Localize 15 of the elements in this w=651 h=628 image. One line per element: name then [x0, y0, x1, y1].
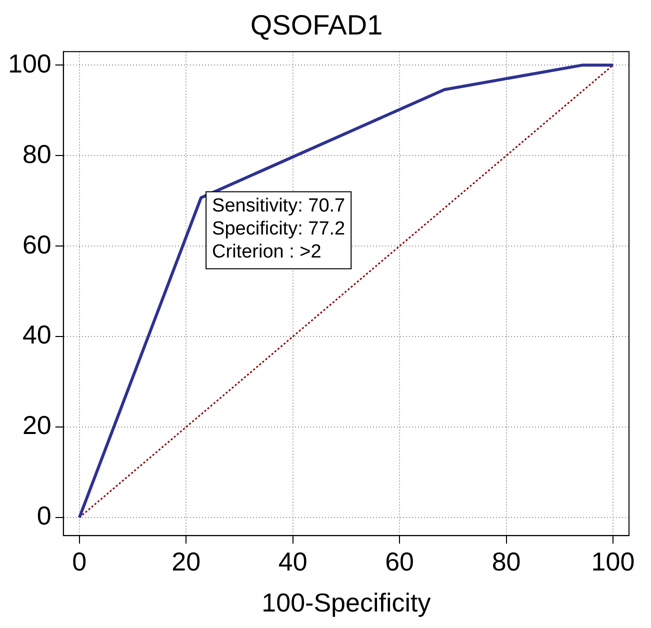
- y-tick-label: 20: [22, 410, 52, 440]
- x-tick-label: 80: [492, 546, 521, 576]
- y-tick-label: 100: [8, 48, 52, 78]
- chart-title: QSOFAD1: [250, 10, 383, 41]
- x-tick-label: 60: [385, 546, 414, 576]
- y-tick-label: 80: [22, 138, 52, 169]
- annotation: Sensitivity: 70.7 Specificity: 77.2 Criterion : >2: [212, 195, 346, 262]
- x-tick-label: 20: [172, 546, 201, 576]
- y-tick-label: 40: [22, 320, 52, 350]
- x-axis-title: 100-Specificity: [262, 588, 431, 618]
- y-tick-label: 0: [36, 500, 52, 531]
- x-tick-label: 40: [278, 546, 308, 576]
- x-tick-label: 100: [591, 546, 635, 576]
- y-tick-label: 60: [22, 229, 52, 260]
- x-tick-label: 0: [72, 546, 87, 576]
